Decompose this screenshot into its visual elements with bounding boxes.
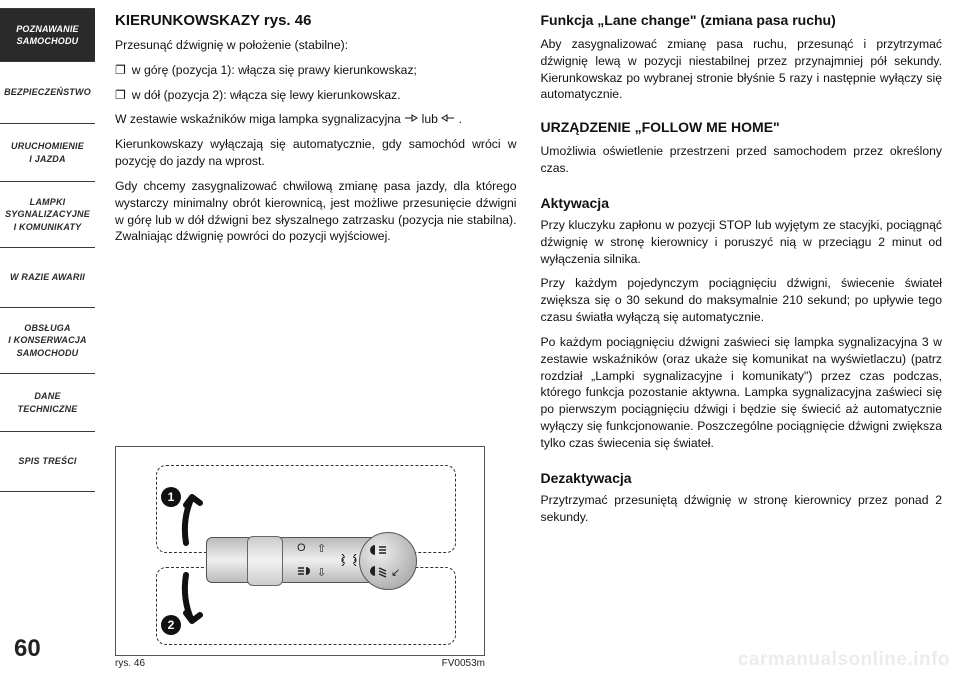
sidebar-label: SPIS TREŚCI: [18, 455, 76, 467]
sidebar-label: W RAZIE AWARII: [10, 271, 85, 283]
bullet-text: w dół (pozycja 2): włącza się lewy kieru…: [132, 87, 401, 104]
low-beam-right-icon: [367, 544, 387, 559]
stalk-ring: [247, 536, 283, 586]
figure-46: O ⇧ ⇩: [115, 446, 485, 656]
figure-badge-1: 1: [161, 487, 181, 507]
sidebar-item-spis[interactable]: SPIS TREŚCI: [0, 432, 95, 492]
bullet-item: ❐ w dół (pozycja 2): włącza się lewy kie…: [115, 87, 517, 104]
stalk-lever: O ⇧ ⇩: [206, 537, 416, 583]
sidebar-item-dane[interactable]: DANE TECHNICZNE: [0, 374, 95, 432]
heading-aktywacja: Aktywacja: [541, 195, 943, 211]
bullet-marker-icon: ❐: [115, 87, 126, 104]
stalk-knob: [359, 532, 417, 590]
figure-caption-row: rys. 46 FV0053m: [115, 658, 485, 669]
sidebar-label: URUCHOMIENIE I JAZDA: [11, 140, 84, 164]
parking-light-icon: [341, 554, 357, 569]
bullet-text: w górę (pozycja 1): włącza się prawy kie…: [132, 62, 417, 79]
content-area: KIERUNKOWSKAZY rys. 46 Przesunąć dźwigni…: [95, 0, 960, 677]
page-number: 60: [14, 635, 41, 663]
heading-dezaktywacja: Dezaktywacja: [541, 470, 943, 486]
sidebar-item-bezpieczenstwo[interactable]: BEZPIECZEŃSTWO: [0, 62, 95, 124]
bullet-item: ❐ w górę (pozycja 1): włącza się prawy k…: [115, 62, 517, 79]
arrow-down-icon: [178, 569, 206, 629]
figure-badge-2: 2: [161, 615, 181, 635]
text-run: lub: [422, 112, 442, 126]
figure-block: O ⇧ ⇩: [115, 438, 517, 669]
symbol-o-icon: O: [297, 542, 306, 554]
heading-kierunkowskazy: KIERUNKOWSKAZY rys. 46: [115, 12, 517, 29]
sidebar-item-uruchomienie[interactable]: URUCHOMIENIE I JAZDA: [0, 124, 95, 182]
paragraph: Przesunąć dźwignię w położenie (stabilne…: [115, 37, 517, 54]
sidebar-item-lampki[interactable]: LAMPKI SYGNALIZACYJNE I KOMUNIKATY: [0, 182, 95, 248]
turn-up-icon: ⇧: [317, 542, 326, 555]
left-column: KIERUNKOWSKAZY rys. 46 Przesunąć dźwigni…: [115, 12, 517, 669]
high-beam-icon: [297, 566, 313, 579]
sidebar-item-awaria[interactable]: W RAZIE AWARII: [0, 248, 95, 308]
figure-code: FV0053m: [442, 658, 485, 669]
manual-page: POZNAWANIE SAMOCHODU BEZPIECZEŃSTWO URUC…: [0, 0, 960, 677]
figure-caption: rys. 46: [115, 658, 145, 669]
sidebar-item-obsluga[interactable]: OBSŁUGA I KONSERWACJA SAMOCHODU: [0, 308, 95, 374]
turn-right-icon: [404, 113, 418, 123]
right-column: Funkcja „Lane change" (zmiana pasa ruchu…: [541, 12, 943, 669]
bullet-marker-icon: ❐: [115, 62, 126, 79]
sidebar-nav: POZNAWANIE SAMOCHODU BEZPIECZEŃSTWO URUC…: [0, 0, 95, 677]
paragraph: Aby zasygnalizować zmianę pasa ruchu, pr…: [541, 36, 943, 103]
sidebar-label: LAMPKI SYGNALIZACYJNE I KOMUNIKATY: [5, 196, 90, 232]
sidebar-label: OBSŁUGA I KONSERWACJA SAMOCHODU: [8, 322, 86, 358]
sidebar-label: BEZPIECZEŃSTWO: [4, 86, 91, 98]
paragraph: Kierunkowskazy wyłączają się automatyczn…: [115, 136, 517, 170]
arrow-up-icon: [178, 489, 206, 549]
sidebar-label: DANE TECHNICZNE: [18, 390, 78, 414]
paragraph: Umożliwia oświetlenie przestrzeni przed …: [541, 143, 943, 177]
sidebar-label: POZNAWANIE SAMOCHODU: [16, 23, 79, 47]
text-run: .: [459, 112, 462, 126]
paragraph: Gdy chcemy zasygnalizować chwilową zmian…: [115, 178, 517, 245]
paragraph: Po każdym pociągnięciu dźwigni zaświeci …: [541, 334, 943, 452]
text-run: W zestawie wskaźników miga lampka sygnal…: [115, 112, 404, 126]
heading-follow-me-home: URZĄDZENIE „FOLLOW ME HOME": [541, 119, 943, 135]
paragraph: Przy każdym pojedynczym pociągnięciu dźw…: [541, 275, 943, 325]
paragraph: Przy kluczyku zapłonu w pozycji STOP lub…: [541, 217, 943, 267]
turn-down-icon: ⇩: [317, 566, 326, 579]
arrow-small-icon: ↙: [391, 566, 400, 579]
paragraph: Przytrzymać przesuniętą dźwignię w stron…: [541, 492, 943, 526]
heading-lane-change: Funkcja „Lane change" (zmiana pasa ruchu…: [541, 12, 943, 28]
sidebar-item-poznawanie[interactable]: POZNAWANIE SAMOCHODU: [0, 8, 95, 62]
turn-left-icon: [441, 113, 455, 123]
paragraph: W zestawie wskaźników miga lampka sygnal…: [115, 111, 517, 128]
low-beam-down-icon: [367, 564, 389, 581]
